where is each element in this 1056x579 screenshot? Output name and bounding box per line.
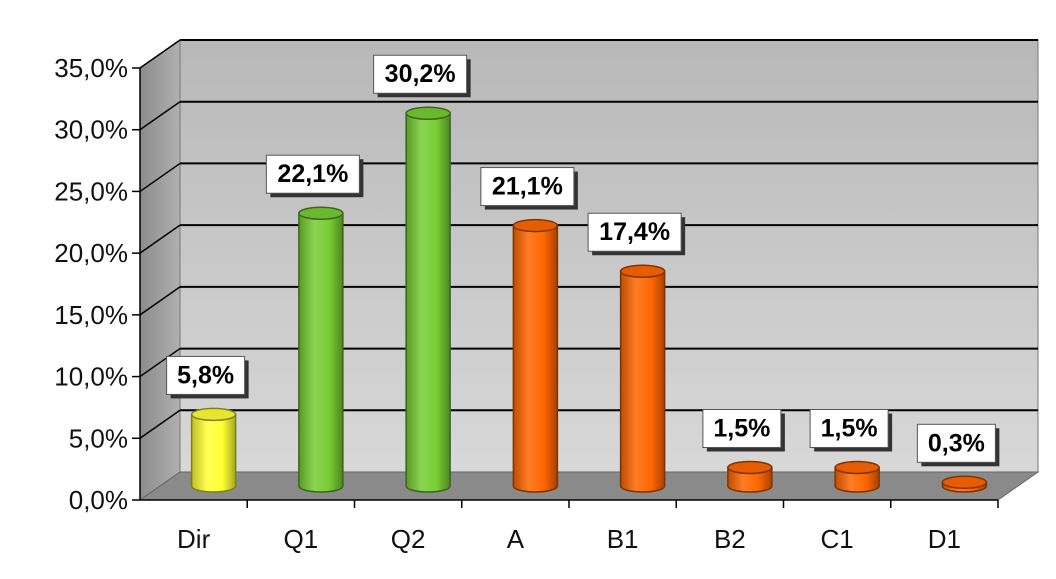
bar-cylinder [727,460,773,493]
data-label: 17,4% [587,212,686,256]
bar-top [405,106,451,120]
bar-cylinder [941,475,988,493]
data-label-text: 1,5% [713,414,770,442]
x-tick-label: Q1 [284,524,319,554]
x-tick-label: A [507,524,525,554]
floor [138,471,1040,501]
bar-cylinder [190,407,237,493]
gridline-side [139,409,181,439]
y-tick-label: 30,0% [54,115,128,145]
data-label-box [373,54,468,94]
data-label: 22,1% [265,154,364,198]
bar-cylinder [834,460,880,493]
data-label-box [702,408,782,448]
data-label: 21,1% [480,167,578,210]
bar-top [298,206,344,220]
x-tick-label: B2 [714,524,746,554]
bar-cylinder [405,106,451,493]
bar-cylinder [298,206,344,493]
data-label: 1,5% [809,408,893,452]
bar-top [190,407,237,422]
data-label: 5,8% [166,355,249,399]
side-wall [139,39,181,501]
data-label: 1,5% [702,408,785,452]
bars [190,106,988,493]
gridline-side [139,347,181,378]
bar-top [941,475,988,490]
data-label-text: 30,2% [385,60,456,88]
y-tick-label: 0,0% [69,485,128,515]
data-label-text: 1,5% [821,414,878,442]
data-label-box [587,212,682,252]
axes: 0,0% 5,0% 10,0% 15,0% 20,0% 25,0% 30,0% 35,0% Di… [54,53,999,554]
gridline-side [139,162,181,193]
y-tick-label: 15,0% [54,300,128,330]
bar-cylinder [619,264,666,493]
y-tick-label: 20,0% [54,238,128,268]
gridline-side [139,224,181,254]
data-label-box [480,167,575,207]
x-tick-label: Dir [177,524,211,554]
bar-top [512,218,559,233]
y-tick-label: 25,0% [54,176,128,206]
data-label-box [809,408,889,448]
data-label-text: 22,1% [277,160,348,188]
data-label-box [916,423,996,463]
bar-body [834,466,880,493]
data-label-box [265,154,360,194]
x-tick-label: B1 [607,524,639,554]
data-label: 0,3% [916,423,1000,467]
bar-top [834,460,880,475]
data-label-text: 21,1% [492,173,563,201]
x-tick-label: Q2 [391,524,426,554]
gridline-side [139,286,181,316]
data-label-text: 5,8% [177,361,234,389]
y-tick-label: 35,0% [54,53,128,83]
data-label-box [166,355,246,395]
y-tick-label: 5,0% [69,423,128,453]
bar-body [190,413,237,493]
bar-body [298,212,344,493]
gridline-side [139,101,181,131]
x-tick-label: C1 [821,524,854,554]
data-labels: 5,8% 22,1% 30,2% 21,1% 17,4% 1,5% 1,5% 0,3% [166,54,1000,467]
data-label-text: 0,3% [928,429,985,457]
bar-body [512,224,559,493]
bar-cylinder [512,218,559,493]
data-label: 30,2% [373,54,471,98]
plot-frame [138,39,1040,501]
bar-body [619,270,666,493]
bar-body [405,112,451,493]
bar-body [727,466,773,493]
gridline-side [139,39,181,69]
x-tick-label: D1 [928,524,961,554]
y-tick-label: 10,0% [54,362,128,392]
bar-top [619,264,666,278]
data-label-text: 17,4% [599,218,670,246]
bar-top [727,460,773,475]
